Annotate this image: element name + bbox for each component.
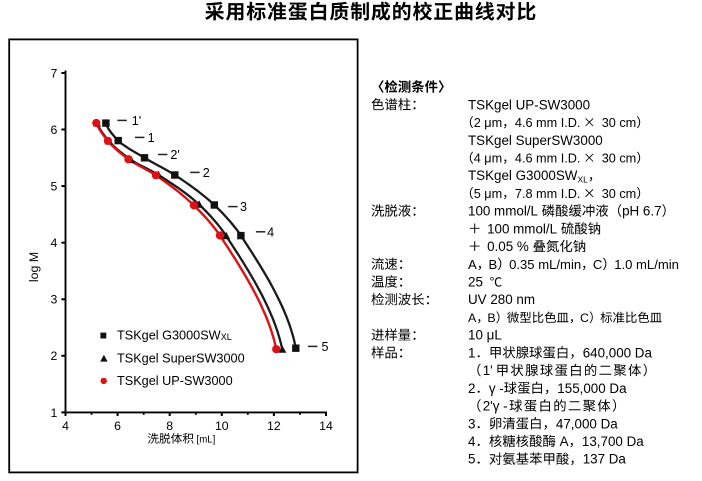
svg-text:TSKgel G3000SW: TSKgel G3000SW	[468, 168, 578, 183]
svg-text:5: 5	[468, 452, 475, 467]
svg-text:5: 5	[50, 180, 57, 194]
svg-text:A: A	[468, 257, 477, 272]
svg-text:B: B	[489, 257, 498, 272]
svg-text:14: 14	[319, 419, 333, 433]
svg-text:5: 5	[322, 340, 329, 354]
svg-text:3: 3	[240, 200, 247, 214]
svg-text:2: 2	[203, 166, 210, 180]
svg-text:2': 2'	[170, 148, 179, 162]
svg-text:0.05 %: 0.05 %	[487, 239, 529, 254]
svg-text:1': 1'	[132, 114, 141, 128]
svg-text:100 mmol/L: 100 mmol/L	[468, 204, 538, 219]
svg-text:30 cm: 30 cm	[602, 116, 637, 130]
svg-text:13,700 Da: 13,700 Da	[582, 434, 644, 449]
svg-text:4.6 mm I.D.: 4.6 mm I.D.	[515, 152, 581, 166]
svg-text:3: 3	[50, 293, 57, 307]
svg-text:TSKgel SuperSW3000: TSKgel SuperSW3000	[117, 351, 245, 365]
svg-text:1': 1'	[483, 363, 493, 378]
svg-text:UV 280 nm: UV 280 nm	[468, 292, 535, 307]
svg-text:12: 12	[267, 419, 281, 433]
svg-text:log M: log M	[27, 252, 41, 282]
svg-text:3: 3	[468, 416, 475, 431]
svg-text:0.35 mL/min: 0.35 mL/min	[509, 257, 581, 272]
svg-text:137 Da: 137 Da	[583, 452, 627, 467]
svg-text:640,000 Da: 640,000 Da	[583, 345, 653, 360]
svg-text:2: 2	[50, 349, 57, 363]
svg-text:2': 2'	[483, 399, 493, 414]
svg-text:1: 1	[468, 345, 475, 360]
svg-text:A: A	[468, 311, 477, 325]
svg-text:25: 25	[468, 275, 483, 290]
svg-text:6: 6	[114, 419, 121, 433]
svg-text:γ -: γ -	[489, 381, 504, 396]
svg-text:TSKgel G3000SW: TSKgel G3000SW	[117, 329, 221, 343]
svg-text:4: 4	[468, 434, 476, 449]
svg-text:4.6 mm I.D.: 4.6 mm I.D.	[515, 116, 581, 130]
svg-text:100 mmol/L: 100 mmol/L	[487, 221, 557, 236]
svg-text:10: 10	[215, 419, 229, 433]
svg-text:A: A	[560, 434, 569, 449]
svg-text:2 μm: 2 μm	[474, 116, 502, 130]
svg-text:1: 1	[148, 131, 155, 145]
svg-text:C: C	[593, 257, 602, 272]
svg-text:5 μm: 5 μm	[474, 187, 502, 201]
svg-text:1.0 mL/min: 1.0 mL/min	[614, 257, 679, 272]
svg-text:30 cm: 30 cm	[602, 187, 637, 201]
svg-text:30 cm: 30 cm	[602, 152, 637, 166]
svg-text:XL: XL	[578, 174, 589, 184]
svg-text:7.8 mm I.D.: 7.8 mm I.D.	[515, 187, 581, 201]
svg-text:6: 6	[50, 123, 57, 137]
svg-text:4: 4	[267, 225, 274, 239]
svg-text:2: 2	[468, 381, 475, 396]
svg-text:C: C	[580, 311, 589, 325]
svg-text:1: 1	[50, 406, 57, 420]
svg-text:TSKgel UP-SW3000: TSKgel UP-SW3000	[117, 374, 233, 388]
svg-text:TSKgel UP-SW3000: TSKgel UP-SW3000	[468, 97, 590, 112]
svg-text:155,000 Da: 155,000 Da	[557, 381, 627, 396]
svg-text:TSKgel SuperSW3000: TSKgel SuperSW3000	[468, 133, 603, 148]
svg-text:4: 4	[50, 236, 57, 250]
svg-text:8: 8	[166, 419, 173, 433]
svg-text:XL: XL	[221, 332, 232, 342]
svg-text:4: 4	[62, 419, 69, 433]
svg-text:10 μL: 10 μL	[468, 328, 502, 343]
svg-text:7: 7	[50, 66, 57, 80]
svg-text:B: B	[487, 311, 495, 325]
svg-text:4 μm: 4 μm	[474, 152, 502, 166]
svg-text:[mL]: [mL]	[197, 435, 216, 446]
svg-text:47,000 Da: 47,000 Da	[556, 416, 618, 431]
svg-text:pH 6.7: pH 6.7	[622, 204, 661, 219]
svg-text:γ -: γ -	[493, 399, 508, 414]
